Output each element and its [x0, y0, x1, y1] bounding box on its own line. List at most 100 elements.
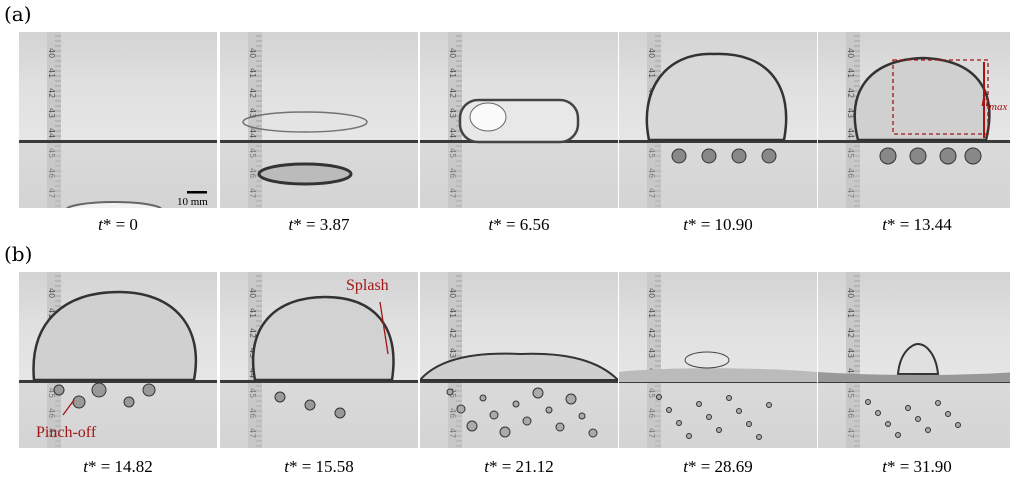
ruler-tick-label: 47 [846, 188, 855, 198]
ruler-tick-label: 42 [448, 88, 457, 98]
ruler-tick-label: 46 [248, 168, 257, 178]
time-caption: t* = 15.58 [220, 457, 418, 477]
ruler-tick-label: 43 [448, 108, 457, 118]
ruler-tick-label: 44 [846, 368, 855, 378]
time-symbol: t [284, 457, 289, 476]
ruler-tick-label: 42 [248, 328, 257, 338]
time-symbol: t [683, 215, 688, 234]
ruler-tick-label: 40 [47, 48, 56, 58]
ruler-tick-label: 47 [846, 428, 855, 438]
ruler-tick-label: 46 [647, 408, 656, 418]
photo-frame: 404142434445464748 [818, 32, 1010, 208]
ruler-tick-label: 47 [47, 188, 56, 198]
ruler-tick-label: 43 [647, 348, 656, 358]
ruler-tick-label: 47 [448, 188, 457, 198]
ruler-tick-label: 41 [846, 308, 855, 318]
ruler-tick-label: 45 [846, 148, 855, 158]
ruler-tick-label: 46 [448, 168, 457, 178]
ruler-tick-label: 46 [47, 168, 56, 178]
ruler-tick-label: 40 [47, 288, 56, 298]
time-symbol: t [98, 215, 103, 234]
ruler-tick-label: 42 [647, 328, 656, 338]
photo-frame: 404142434445464748 [619, 272, 817, 448]
ruler-tick-label: 41 [248, 308, 257, 318]
time-value: * = 28.69 [687, 457, 753, 476]
time-value: * = 3.87 [293, 215, 350, 234]
ruler-tick-label: 46 [47, 408, 56, 418]
time-symbol: t [882, 215, 887, 234]
photo-frame: 404142434445464748 [619, 32, 817, 208]
ruler-tick-label: 42 [448, 328, 457, 338]
time-symbol: t [288, 215, 294, 234]
ruler-tick-label: 43 [47, 108, 56, 118]
ruler-tick-label: 46 [846, 168, 855, 178]
ruler-tick-label: 42 [248, 88, 257, 98]
ruler-tick-label: 46 [448, 408, 457, 418]
ruler-tick-label: 47 [647, 428, 656, 438]
ruler-tick-label: 41 [248, 68, 257, 78]
time-value: * = 15.58 [288, 457, 354, 476]
time-caption: t* = 14.82 [19, 457, 217, 477]
ruler-tick-label: 40 [448, 48, 457, 58]
photo-frame: 404142434445464748 [19, 272, 217, 448]
ruler-tick-label: 47 [248, 188, 257, 198]
ruler-tick-label: 46 [846, 408, 855, 418]
time-caption: t* = 21.12 [420, 457, 618, 477]
pinch-off-label: Pinch-off [36, 424, 97, 441]
photo-frame: 404142434445464748 [19, 32, 217, 208]
ruler-tick-label: 47 [647, 188, 656, 198]
ruler-tick-label: 46 [647, 168, 656, 178]
time-caption: t* = 28.69 [619, 457, 817, 477]
photo-frame: 404142434445464748 [818, 272, 1010, 448]
ruler-tick-label: 41 [647, 68, 656, 78]
ruler-tick-label: 47 [248, 428, 257, 438]
ruler-tick-label: 47 [47, 428, 56, 438]
ruler-tick-label: 45 [647, 148, 656, 158]
ruler-tick-label: 44 [248, 128, 257, 138]
ruler-tick-label: 41 [47, 308, 56, 318]
ruler-tick-label: 44 [448, 128, 457, 138]
splash-label: Splash [346, 277, 389, 294]
ruler-tick-label: 44 [846, 128, 855, 138]
ruler-tick-label: 43 [846, 108, 855, 118]
time-caption: t* = 0 [19, 215, 217, 235]
ruler-tick-label: 47 [448, 428, 457, 438]
photo-frame: 404142434445464748 [220, 272, 418, 448]
time-caption: t* = 6.56 [420, 215, 618, 235]
ruler-tick-label: 41 [647, 308, 656, 318]
ruler-tick-label: 45 [248, 388, 257, 398]
photo-frame: 404142434445464748 [220, 32, 418, 208]
time-symbol: t [882, 457, 887, 476]
ruler-tick-label: 43 [846, 348, 855, 358]
time-value: * = 10.90 [687, 215, 753, 234]
ruler-tick-label: 41 [448, 308, 457, 318]
ruler-tick-label: 41 [846, 68, 855, 78]
ruler-tick-label: 42 [846, 88, 855, 98]
ruler-tick-label: 45 [248, 148, 257, 158]
time-value: * = 13.44 [886, 215, 952, 234]
ruler-tick-label: 43 [448, 348, 457, 358]
photo-frame: 404142434445464748 [420, 32, 618, 208]
time-symbol: t [683, 457, 688, 476]
ruler-tick-label: 40 [448, 288, 457, 298]
time-value: * = 31.90 [886, 457, 952, 476]
ruler-tick-label: 45 [448, 148, 457, 158]
time-caption: t* = 3.87 [220, 215, 418, 235]
ruler-tick-label: 40 [248, 48, 257, 58]
ruler-tick-label: 40 [647, 48, 656, 58]
ruler-tick-label: 40 [647, 288, 656, 298]
ruler-tick-label: 44 [47, 128, 56, 138]
ruler-tick-label: 43 [248, 108, 257, 118]
time-symbol: t [488, 215, 494, 234]
ruler-tick-label: 42 [47, 88, 56, 98]
ruler-tick-label: 41 [448, 68, 457, 78]
ruler-tick-label: 44 [248, 368, 257, 378]
ruler-tick-label: 41 [47, 68, 56, 78]
photo-frame: 404142434445464748 [420, 272, 618, 448]
time-caption: t* = 13.44 [818, 215, 1010, 235]
ruler-tick-label: 45 [47, 148, 56, 158]
ruler-tick-label: 45 [47, 388, 56, 398]
time-symbol: t [484, 457, 489, 476]
ruler-tick-label: 40 [248, 288, 257, 298]
time-symbol: t [83, 457, 88, 476]
